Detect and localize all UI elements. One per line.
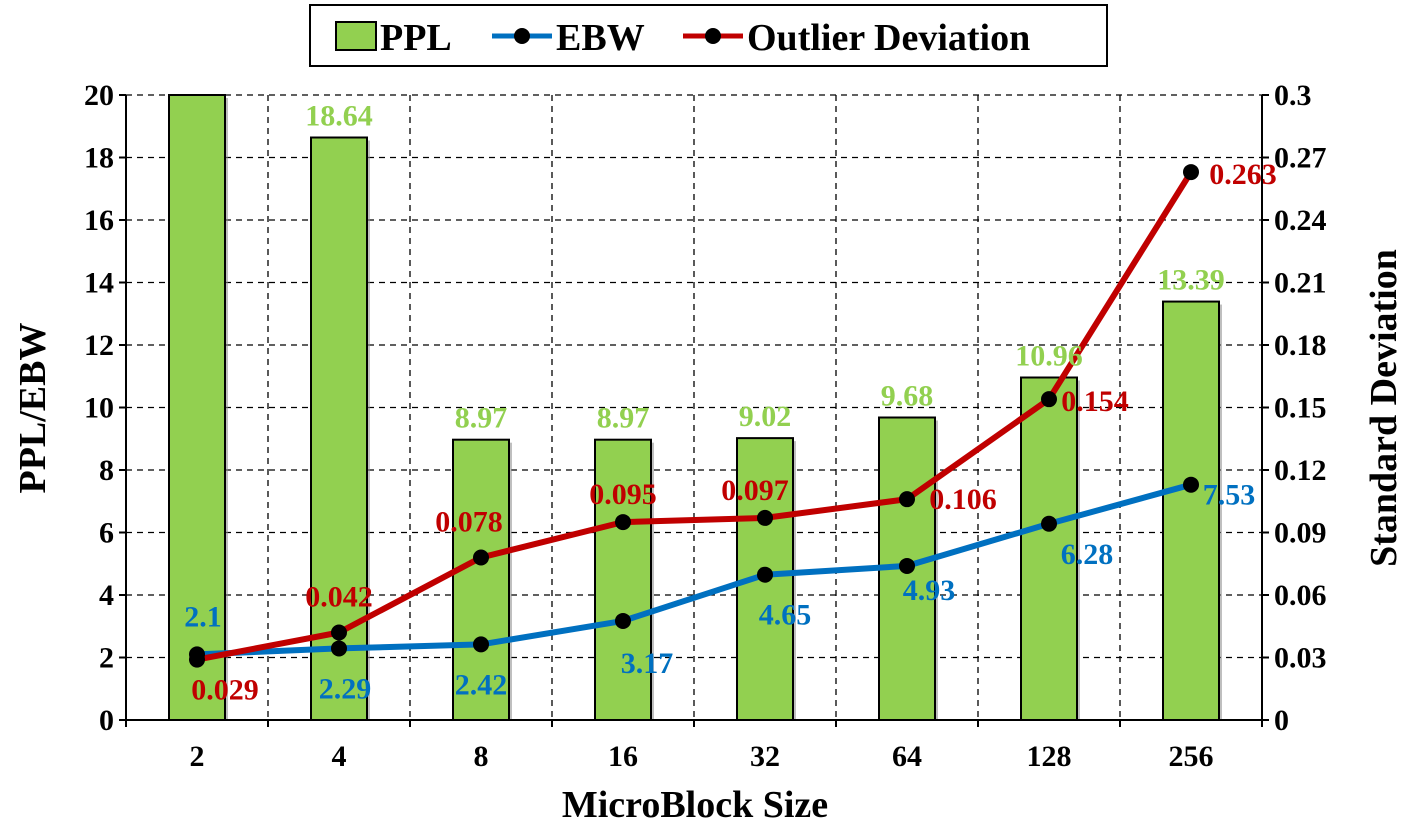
y2-tick-label: 0.12 (1274, 454, 1327, 487)
outlier-deviation-data-label: 0.097 (721, 474, 789, 507)
ppl-bar-label: 9.02 (739, 400, 792, 433)
y2-tick-label: 0.09 (1274, 517, 1327, 550)
y2-tick-label: 0.03 (1274, 642, 1327, 675)
outlier-deviation-data-label: 0.095 (589, 478, 657, 511)
ppl-bar (452, 438, 510, 721)
y-tick-label: 20 (84, 79, 114, 112)
ebw-data-label: 4.65 (759, 599, 812, 632)
y2-axis-title: Standard Deviation (1363, 249, 1405, 567)
outlier-deviation-point (757, 509, 773, 526)
outlier-deviation-data-label: 0.042 (305, 581, 373, 614)
axes: 0 0 2 0.03 4 0.06 6 0.09 8 0.12 10 0.15 12 0.18 14 0.21… (84, 79, 1327, 773)
y-tick-label: 8 (99, 454, 114, 487)
x-tick-label: 32 (750, 740, 780, 773)
outlier-deviation-data-label: 0.154 (1061, 385, 1129, 418)
ebw-point (331, 640, 347, 657)
ppl-bar-label: 9.68 (881, 380, 934, 413)
y2-tick-label: 0.27 (1274, 142, 1327, 175)
y-tick-label: 14 (84, 267, 114, 300)
legend-outlier-marker (705, 28, 721, 44)
legend-ebw-marker (514, 28, 530, 44)
lines (189, 164, 1199, 668)
x-tick-label: 128 (1027, 740, 1072, 773)
y2-tick-label: 0.06 (1274, 579, 1327, 612)
ebw-line (196, 481, 1192, 658)
ebw-point (615, 612, 631, 629)
outlier-deviation-point (331, 624, 347, 641)
legend: PPL EBW Outlier Deviation (309, 4, 1108, 67)
y2-tick-label: 0 (1274, 704, 1289, 737)
x-tick-label: 256 (1169, 740, 1214, 773)
ebw-point (473, 636, 489, 653)
ebw-data-label: 2.42 (455, 668, 508, 701)
y2-tick-label: 0.24 (1274, 204, 1327, 237)
ebw-point (899, 557, 915, 574)
x-tick-label: 64 (892, 740, 922, 773)
ebw-point (757, 566, 773, 583)
ebw-data-label: 7.53 (1203, 479, 1256, 512)
y-tick-label: 18 (84, 142, 114, 175)
y2-tick-label: 0.3 (1274, 79, 1312, 112)
ppl-bar (168, 94, 226, 721)
y-tick-label: 0 (99, 704, 114, 737)
outlier-deviation-point (1183, 164, 1199, 181)
outlier-deviation-point (1041, 391, 1057, 408)
y-tick-label: 16 (84, 204, 114, 237)
ppl-bar-label: 18.64 (305, 100, 373, 133)
ebw-point (1183, 476, 1199, 493)
y-tick-label: 10 (84, 392, 114, 425)
outlier-deviation-data-label: 0.029 (191, 674, 259, 707)
ebw-data-label: 6.28 (1061, 538, 1114, 571)
outlier-deviation-data-label: 0.078 (435, 506, 503, 539)
x-axis-title: MicroBlock Size (562, 784, 828, 826)
data-labels: 18.64 8.97 8.97 9.02 9.68 10.96 13.39 2.1 2.29 2.… (184, 100, 1277, 707)
y2-tick-label: 0.21 (1274, 267, 1327, 300)
y2-tick-label: 0.18 (1274, 329, 1327, 362)
x-tick-label: 4 (332, 740, 347, 773)
outlier-deviation-point (189, 651, 205, 668)
outlier-deviation-point (473, 549, 489, 566)
y-tick-label: 12 (84, 329, 114, 362)
ebw-data-label: 4.93 (903, 574, 956, 607)
y-tick-label: 4 (99, 579, 114, 612)
x-tick-label: 2 (190, 740, 205, 773)
outlier-deviation-data-label: 0.263 (1209, 158, 1277, 191)
ppl-bar-label: 13.39 (1157, 264, 1225, 297)
y-axis-title: PPL/EBW (12, 322, 54, 493)
y-tick-label: 2 (99, 642, 114, 675)
ebw-data-label: 2.1 (184, 600, 222, 633)
y2-tick-label: 0.15 (1274, 392, 1327, 425)
ebw-data-label: 3.17 (621, 647, 674, 680)
ppl-bars (168, 94, 1222, 721)
ebw-point (1041, 515, 1057, 532)
ppl-bar-label: 10.96 (1015, 340, 1083, 373)
legend-ppl-label: PPL (380, 17, 452, 59)
outlier-deviation-line (196, 170, 1194, 663)
ppl-bar (1162, 300, 1220, 721)
legend-ebw-label: EBW (556, 17, 645, 59)
ppl-bar-label: 8.97 (597, 402, 650, 435)
outlier-deviation-point (899, 491, 915, 508)
ebw-data-label: 2.29 (319, 672, 372, 705)
x-tick-label: 8 (474, 740, 489, 773)
legend-ppl-swatch (335, 21, 377, 51)
legend-outlier-label: Outlier Deviation (747, 17, 1030, 59)
x-tick-label: 16 (608, 740, 638, 773)
ppl-bar-label: 8.97 (455, 402, 508, 435)
ppl-bar (594, 438, 652, 721)
outlier-deviation-data-label: 0.106 (929, 483, 997, 516)
outlier-deviation-point (615, 514, 631, 531)
y-tick-label: 6 (99, 517, 114, 550)
